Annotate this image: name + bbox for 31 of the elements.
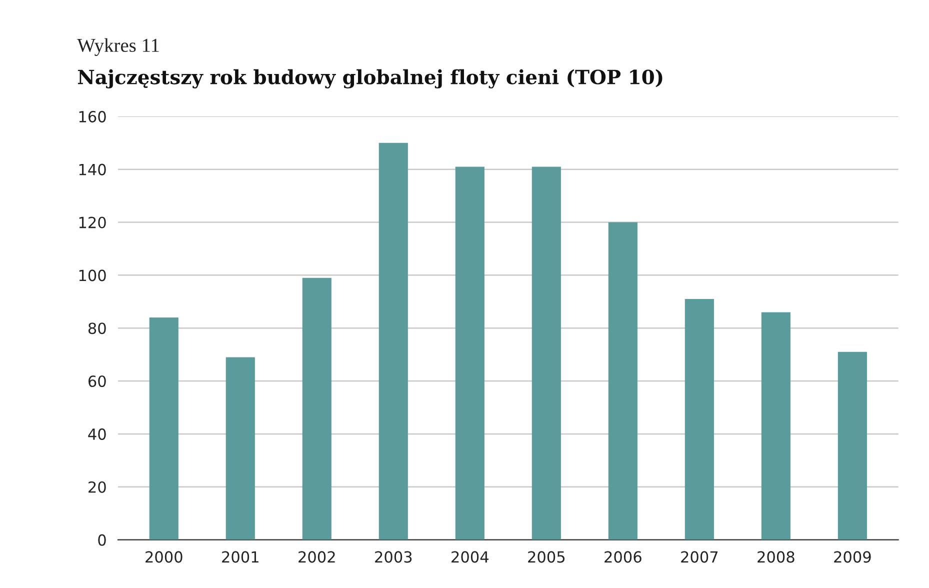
y-tick-label: 80 xyxy=(88,322,106,334)
bar xyxy=(608,222,638,540)
x-tick-label: 2002 xyxy=(298,551,335,563)
y-tick-label: 40 xyxy=(88,428,106,440)
x-tick-label: 2003 xyxy=(375,551,412,563)
bar xyxy=(149,318,178,540)
y-tick-label: 120 xyxy=(79,216,106,228)
x-tick-label: 2000 xyxy=(146,551,182,563)
y-tick-label: 0 xyxy=(98,534,106,546)
x-tick-label: 2004 xyxy=(452,551,488,563)
x-tick-label: 2005 xyxy=(528,551,565,563)
chart-title: Najczęstszy rok budowy globalnej floty cieni (TOP 10) xyxy=(78,69,662,88)
x-tick-label: 2001 xyxy=(222,551,258,563)
chart-subtitle: Wykres 11 xyxy=(77,38,159,56)
x-tick-label: 2007 xyxy=(681,551,718,563)
bar xyxy=(302,278,332,540)
y-tick-label: 140 xyxy=(79,164,106,176)
bar xyxy=(532,166,561,540)
bar xyxy=(761,312,790,540)
x-tick-label: 2009 xyxy=(834,551,871,563)
bar xyxy=(226,357,255,540)
y-tick-label: 20 xyxy=(88,481,106,493)
x-tick-label: 2008 xyxy=(758,551,794,563)
y-tick-label: 60 xyxy=(88,375,106,388)
y-tick-label: 160 xyxy=(79,110,106,122)
bar xyxy=(684,299,714,540)
bar xyxy=(378,142,408,540)
y-tick-label: 100 xyxy=(79,270,106,282)
bar xyxy=(838,352,867,540)
x-tick-label: 2006 xyxy=(604,551,642,563)
bar xyxy=(455,166,484,540)
